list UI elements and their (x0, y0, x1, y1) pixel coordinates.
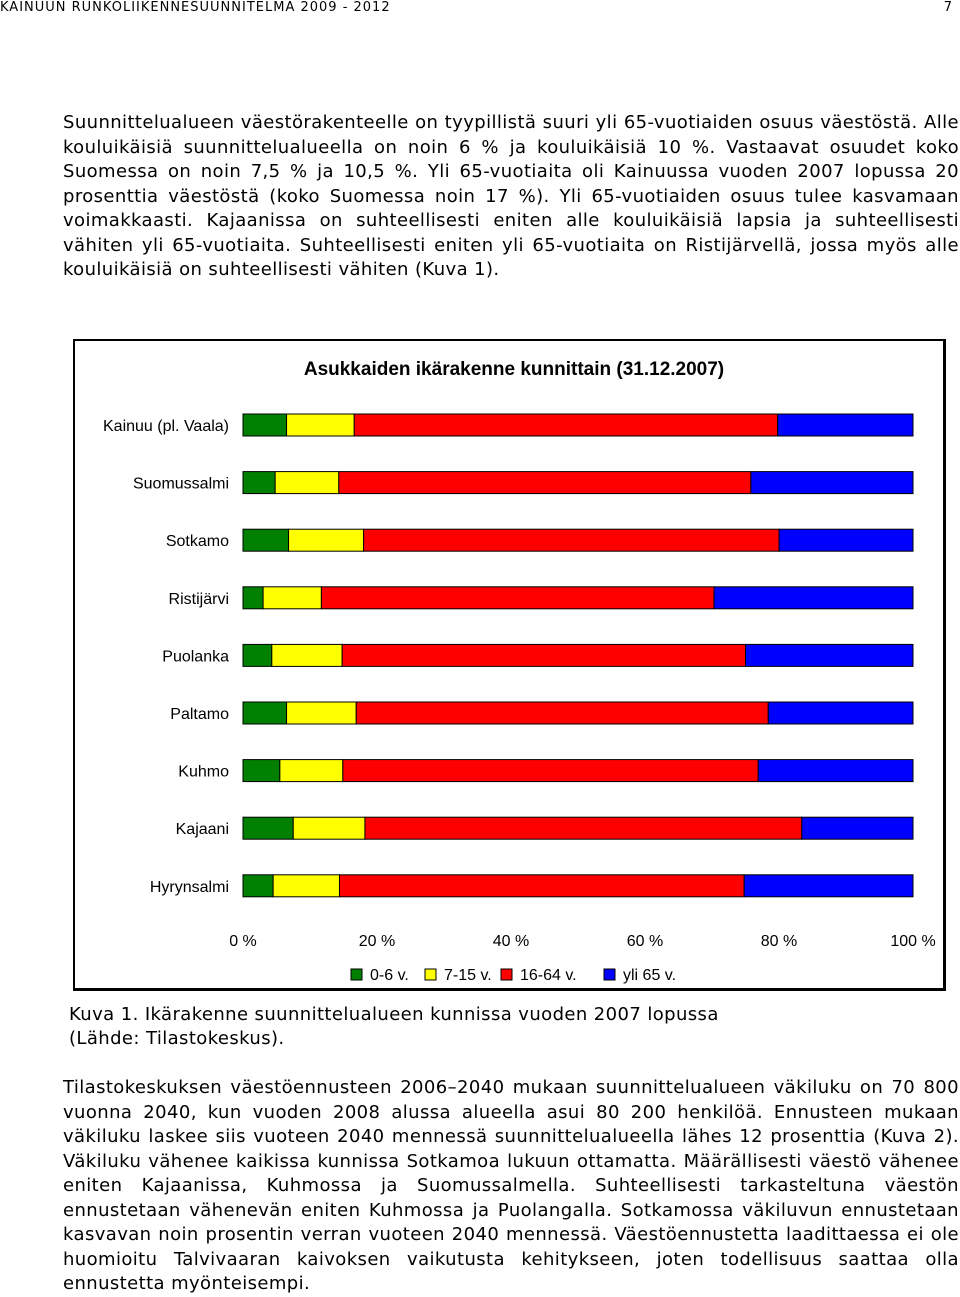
bar-segment (342, 759, 759, 783)
chart-title: Asukkaiden ikärakenne kunnittain (31.12.… (304, 359, 724, 380)
figure-caption: Kuva 1. Ikärakenne suunnittelualueen kun… (69, 1003, 829, 1051)
bar-segment (338, 874, 745, 898)
bar-segment (778, 528, 914, 552)
page-number: 7 (943, 0, 952, 15)
bar-segment (757, 759, 914, 783)
bar-segment (355, 701, 769, 725)
bar-segment (353, 413, 779, 437)
running-title: KAINUUN RUNKOLIIKENNESUUNNITELMA 2009 - … (0, 0, 391, 15)
category-label: Kajaani (176, 821, 229, 838)
x-tick-label: 40 % (493, 933, 529, 950)
bar-segment (364, 816, 803, 840)
category-label: Sotkamo (166, 533, 229, 550)
bar-segment (272, 874, 340, 898)
bar-segment (242, 701, 288, 725)
category-label: Hyrynsalmi (150, 879, 229, 896)
bar-segment (242, 816, 294, 840)
bar-segment (767, 701, 914, 725)
legend-label: 7-15 v. (444, 967, 492, 984)
bar-segment (363, 528, 780, 552)
category-label: Ristijärvi (169, 591, 229, 608)
bar-segment (242, 413, 288, 437)
legend-swatch (603, 968, 616, 981)
caption-source: (Lähde: Tilastokeskus). (69, 1028, 285, 1049)
bar-segment (341, 643, 746, 667)
x-tick-label: 20 % (359, 933, 395, 950)
bar-segment (743, 874, 914, 898)
bar-segment (279, 759, 344, 783)
bar-segment (242, 874, 274, 898)
category-label: Kainuu (pl. Vaala) (103, 418, 229, 435)
category-label: Puolanka (162, 648, 229, 665)
bar-segment (242, 643, 273, 667)
x-tick-label: 60 % (627, 933, 663, 950)
bar-segment (274, 471, 340, 495)
age-structure-chart: Asukkaiden ikärakenne kunnittain (31.12.… (103, 359, 936, 984)
chart-frame: Asukkaiden ikärakenne kunnittain (31.12.… (73, 339, 946, 991)
bar-segment (262, 586, 322, 610)
bar-segment (271, 643, 343, 667)
bar-segment (286, 413, 355, 437)
intro-paragraph: Suunnittelualueen väestörakenteelle on t… (63, 112, 959, 280)
category-label: Paltamo (170, 706, 229, 723)
bar-segment (801, 816, 914, 840)
bar-segment (292, 816, 366, 840)
bar-segment (242, 528, 290, 552)
x-tick-label: 80 % (761, 933, 797, 950)
bar-segment (745, 643, 914, 667)
bar-segment (288, 528, 365, 552)
legend-label: 16-64 v. (520, 967, 577, 984)
category-label: Kuhmo (178, 764, 229, 781)
bar-segment (338, 471, 752, 495)
bar-segment (320, 586, 715, 610)
legend-swatch (500, 968, 513, 981)
bar-segment (242, 471, 276, 495)
forecast-paragraph: Tilastokeskuksen väestöennusteen 2006–20… (63, 1077, 959, 1294)
legend-label: yli 65 v. (623, 967, 676, 984)
bar-segment (242, 759, 281, 783)
bar-segment (286, 701, 357, 725)
x-tick-label: 0 % (229, 933, 257, 950)
bar-segment (713, 586, 914, 610)
category-label: Suomussalmi (133, 476, 229, 493)
legend-swatch (424, 968, 437, 981)
caption-title: Kuva 1. Ikärakenne suunnittelualueen kun… (69, 1004, 719, 1025)
bar-segment (777, 413, 914, 437)
legend-swatch (350, 968, 363, 981)
bar-segment (242, 586, 264, 610)
bar-segment (750, 471, 914, 495)
chart-legend: 0-6 v. 7-15 v. 16-64 v. yli 65 v. (350, 967, 676, 984)
x-tick-label: 100 % (890, 933, 935, 950)
legend-label: 0-6 v. (370, 967, 409, 984)
